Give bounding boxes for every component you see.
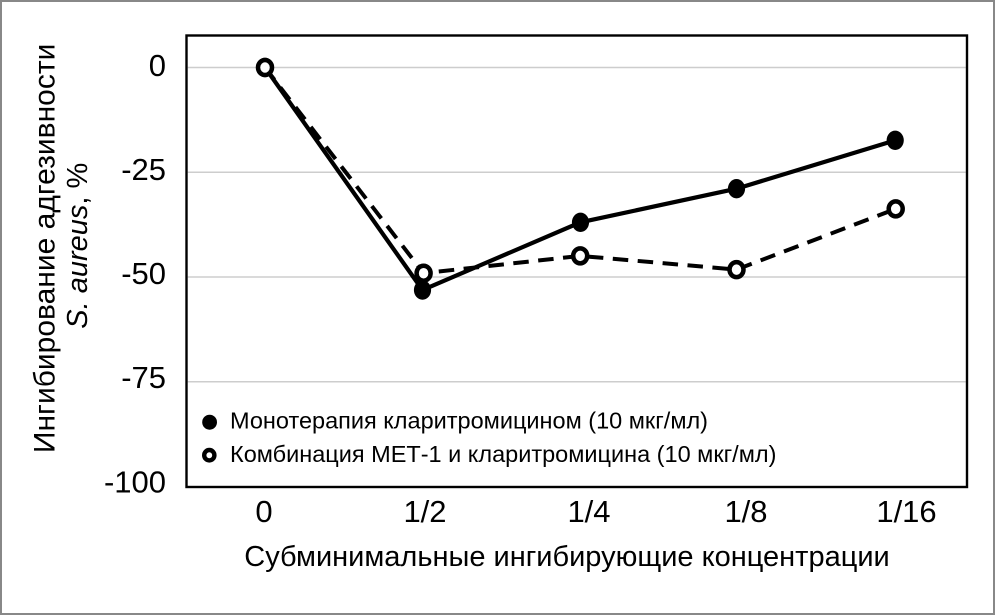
- svg-text:S. aureus, %: S. aureus, %: [62, 163, 94, 329]
- svg-text:-75: -75: [121, 360, 166, 395]
- svg-text:-25: -25: [121, 152, 166, 187]
- svg-text:Субминимальные ингибирующие ко: Субминимальные ингибирующие концентрации: [244, 541, 889, 573]
- svg-text:-50: -50: [121, 256, 166, 291]
- svg-text:Комбинация МЕТ-1 и кларитромиц: Комбинация МЕТ-1 и кларитромицина (10 мк…: [230, 441, 776, 467]
- svg-text:Монотерапия кларитромицином (1: Монотерапия кларитромицином (10 мкг/мл): [230, 408, 708, 434]
- svg-text:Ингибирование адгезивности: Ингибирование адгезивности: [28, 44, 61, 453]
- svg-text:0: 0: [255, 494, 272, 529]
- svg-text:1/2: 1/2: [403, 494, 446, 529]
- svg-text:1/16: 1/16: [876, 494, 936, 529]
- svg-text:0: 0: [149, 48, 166, 83]
- svg-text:1/4: 1/4: [567, 494, 610, 529]
- svg-text:-100: -100: [104, 464, 166, 499]
- svg-text:1/8: 1/8: [724, 494, 767, 529]
